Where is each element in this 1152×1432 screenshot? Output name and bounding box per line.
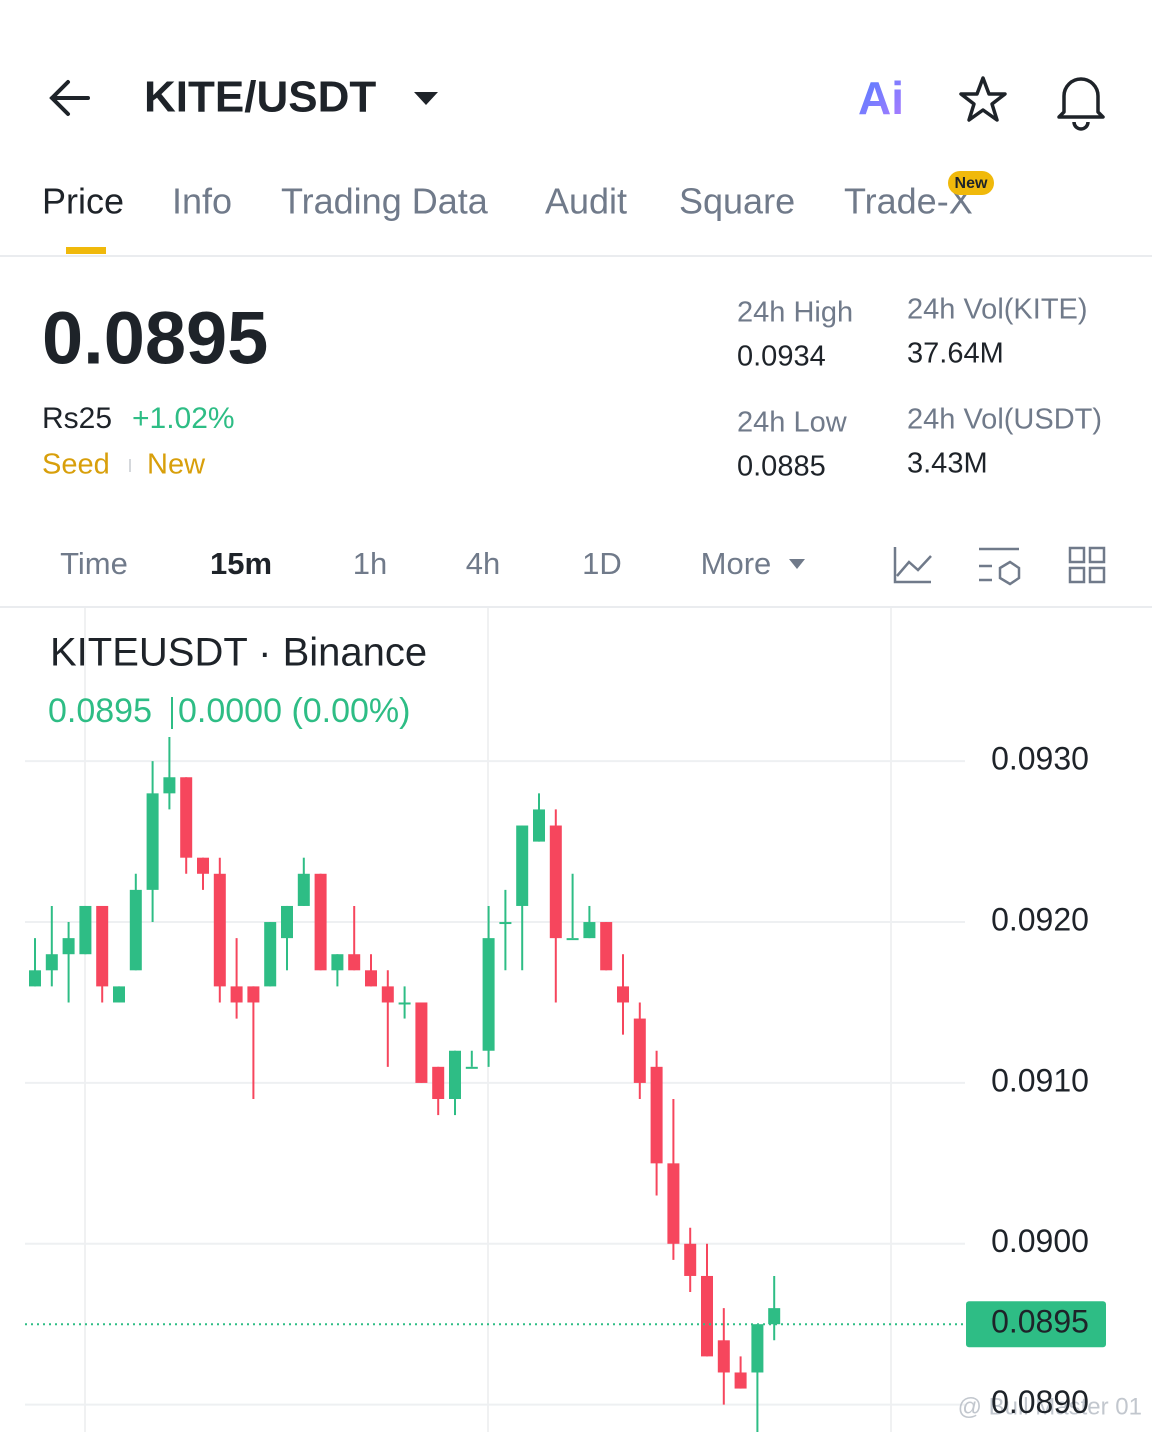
y-tick-label: 0.0910 xyxy=(991,1062,1089,1098)
candle-body xyxy=(734,1372,747,1389)
candle-body xyxy=(768,1308,781,1325)
price-change: +1.02% xyxy=(132,402,235,435)
tag: New xyxy=(147,449,206,481)
tab[interactable]: Price xyxy=(42,181,124,222)
candle-body xyxy=(129,889,142,971)
y-tick-label: 0.0900 xyxy=(991,1223,1089,1259)
stat-value: 3.43M xyxy=(907,448,988,480)
tab[interactable]: Square xyxy=(679,181,795,222)
favorite-button[interactable] xyxy=(959,76,1007,122)
candle-body xyxy=(297,873,310,906)
chart-tools xyxy=(893,546,1106,586)
last-price-label: 0.0895 xyxy=(991,1304,1089,1340)
layout-button[interactable] xyxy=(1068,546,1106,584)
timeframe[interactable]: 15m xyxy=(210,546,272,581)
candle-body xyxy=(465,1066,478,1069)
last-price: 0.0895 xyxy=(42,297,268,380)
tag: Seed xyxy=(42,449,110,481)
candle-body xyxy=(650,1066,663,1164)
candle-body xyxy=(617,986,629,1003)
timeframe[interactable]: Time xyxy=(60,546,128,581)
new-badge-text: New xyxy=(955,175,988,192)
candle-body xyxy=(62,938,75,955)
back-button[interactable] xyxy=(49,80,90,116)
timeframe[interactable]: 4h xyxy=(466,546,500,581)
candle-body xyxy=(146,793,159,890)
indicator-button[interactable] xyxy=(893,547,932,584)
candle-body xyxy=(45,954,58,971)
chart xyxy=(25,608,965,1432)
y-tick-label: 0.0920 xyxy=(991,901,1089,937)
candle-body xyxy=(600,922,613,971)
candle-body xyxy=(684,1243,697,1276)
stat-label: 24h High xyxy=(737,297,853,329)
candle-body xyxy=(381,986,394,1003)
candle-body xyxy=(197,857,209,874)
candle-body xyxy=(633,1018,646,1083)
candle-body xyxy=(264,922,277,987)
stat-value: 37.64M xyxy=(907,338,1004,370)
more-dropdown[interactable] xyxy=(789,559,805,569)
legend-change: 0.0000 (0.00%) xyxy=(178,692,411,730)
candle-body xyxy=(432,1066,445,1099)
candle-body xyxy=(583,922,596,939)
settings-button[interactable] xyxy=(979,547,1021,586)
candle-body xyxy=(163,777,176,794)
new-badge xyxy=(948,171,994,195)
candle-body xyxy=(96,905,109,987)
watermark: @ Bull Master 01 xyxy=(958,1393,1142,1420)
candle-body xyxy=(415,1002,428,1083)
candle-body xyxy=(213,873,226,987)
pair-title[interactable]: KITE/USDT xyxy=(144,73,376,122)
y-tick-label: 0.0890 xyxy=(991,1384,1089,1420)
chart-title: KITEUSDT · Binance xyxy=(50,631,427,675)
candle-body xyxy=(701,1275,713,1357)
candle-body xyxy=(79,905,92,955)
stat-label: 24h Low xyxy=(737,407,848,439)
candle-body xyxy=(499,922,512,925)
alert-button[interactable] xyxy=(1057,77,1105,131)
y-tick-label: 0.0930 xyxy=(991,741,1089,777)
tab[interactable]: Info xyxy=(172,181,232,222)
candle-body xyxy=(549,825,562,939)
stat-label: 24h Vol(USDT) xyxy=(907,404,1102,436)
timeframe[interactable]: More xyxy=(701,546,772,581)
candle-body xyxy=(365,970,377,987)
candle-body xyxy=(113,986,125,1003)
candle-body xyxy=(281,905,293,939)
ai-button[interactable]: Ai xyxy=(858,72,904,124)
last-price-tag xyxy=(966,1301,1106,1348)
tab-indicator xyxy=(66,247,106,254)
candle-body xyxy=(29,970,41,987)
candle-body xyxy=(398,1002,411,1005)
stat-value: 0.0885 xyxy=(737,451,826,483)
candle-body xyxy=(331,954,344,971)
candle-body xyxy=(230,986,243,1003)
candle-body xyxy=(180,777,193,858)
timeframe[interactable]: 1h xyxy=(353,546,387,581)
candle-body xyxy=(482,938,495,1051)
candle-body xyxy=(348,954,361,971)
candle-body xyxy=(314,873,327,971)
stat-label: 24h Vol(KITE) xyxy=(907,294,1088,326)
timeframe[interactable]: 1D xyxy=(582,546,622,581)
candle-body xyxy=(533,809,545,842)
fiat-price: Rs25 xyxy=(42,402,112,435)
candle-body xyxy=(247,986,260,1003)
candle-body xyxy=(449,1050,461,1099)
candle-body xyxy=(667,1163,680,1244)
tab[interactable]: Audit xyxy=(545,181,627,222)
legend-price: 0.0895 xyxy=(48,692,152,730)
candle-body xyxy=(516,825,529,906)
candle-body xyxy=(717,1340,730,1373)
stat-value: 0.0934 xyxy=(737,341,826,373)
candle-body xyxy=(751,1324,764,1373)
pair-dropdown[interactable] xyxy=(414,92,438,105)
candle-body xyxy=(566,938,579,941)
tab[interactable]: Trading Data xyxy=(281,181,489,222)
